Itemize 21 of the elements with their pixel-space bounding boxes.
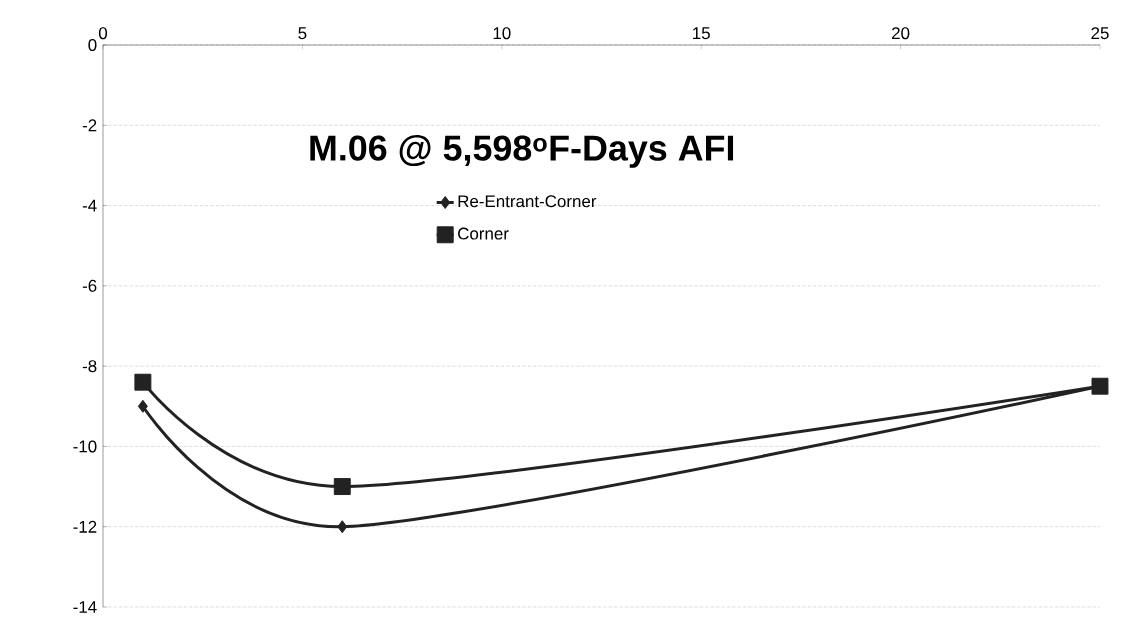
x-tick-label: 15: [693, 27, 710, 40]
point: [134, 373, 152, 391]
point: [333, 478, 351, 496]
x-tick-label: 5: [298, 27, 307, 40]
legend-label: Re-Entrant-Corner: [458, 195, 597, 208]
y-tick-label: -14: [73, 601, 97, 613]
text: M.06 @ 5,598$^{o}$F-Days AFI: [310, 134, 734, 168]
y-tick-label: -6: [82, 279, 97, 292]
legend-label: Corner: [458, 227, 509, 240]
y-tick-label: -8: [82, 360, 97, 373]
x-tick-label: 20: [892, 27, 910, 40]
x-tick-label: 0: [98, 27, 108, 40]
point: [137, 399, 148, 413]
y-tick-label: 0: [88, 39, 97, 51]
y-tick-label: -4: [82, 199, 97, 212]
y-tick-label: -10: [73, 440, 97, 453]
x-tick-label: 25: [1091, 27, 1109, 40]
y-tick-label: -2: [82, 119, 97, 132]
x-tick-label: 10: [493, 27, 511, 40]
y-tick-label: -12: [73, 520, 97, 533]
point: [337, 520, 348, 534]
